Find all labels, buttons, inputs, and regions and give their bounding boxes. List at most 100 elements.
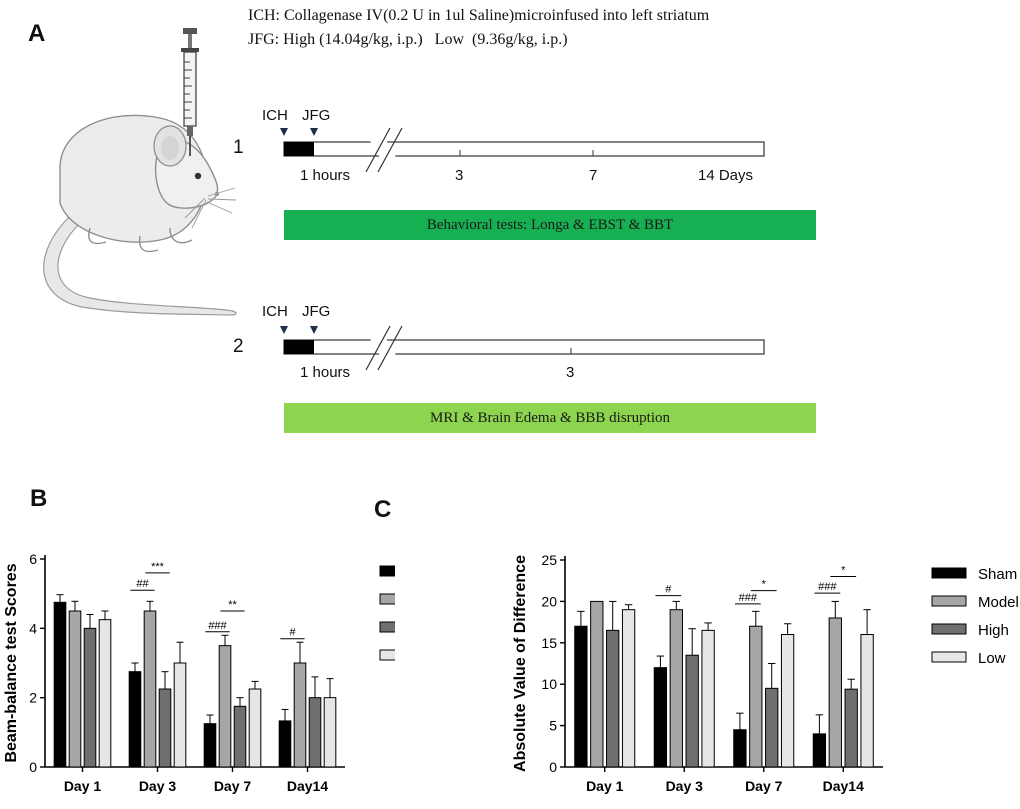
ich-marker-icon [280,326,288,334]
bar-model [218,645,232,768]
y-tick-label: 4 [29,620,37,636]
y-axis-title: Absolute Value of Difference [512,555,529,772]
mouse-whiskers [184,187,237,229]
y-tick-label: 5 [549,718,557,734]
bar-model [143,610,157,768]
significance-label: # [289,627,296,639]
legend-swatch-high [931,623,967,635]
significance-label: * [762,579,767,591]
chart-b-beam-balance: 0 2 4 6 Beam-balance test Scores Day 1 Day 3 Da… [3,551,395,794]
syringe [181,28,199,156]
y-axis-title: Beam-balance test Scores [3,563,20,762]
mouse-eye [194,172,202,180]
y-tick-label: 0 [549,759,557,775]
chart-c-absolute-difference: 0 5 10 15 20 25 Absolute Value of Difference Da… [512,552,1019,794]
legend-swatch-low [379,649,395,661]
bar-sham [733,729,747,768]
bar-low [621,609,636,768]
bar-low [780,634,795,768]
timeline1-number: 1 [233,137,244,158]
significance-label: ### [818,581,837,593]
bar-high [158,688,172,768]
jfg-dosage: JFG: High (14.04g/kg, i.p.) Low (9.36g/k… [248,31,568,48]
bar-low [323,697,337,768]
mouse-tail [43,217,237,316]
panel-a-letter: A [28,20,46,47]
significance-label: ** [228,599,237,611]
significance-label: * [841,565,846,577]
bar-sham [278,720,292,768]
bar-sham [653,667,668,768]
x-tick-label: Day 7 [745,778,783,794]
bar-low [248,688,262,768]
timeline1-axis [280,124,765,174]
bar-model [293,662,307,768]
timeline2-axis [280,322,765,372]
timeline1-jfg-label: JFG [302,107,331,124]
bar-low [701,629,715,768]
behavioral-tests-band: Behavioral tests: Longa & EBST & BBT [284,210,816,240]
bar-sham [574,625,588,768]
legend-swatch-sham [931,567,967,579]
mouse-feet [88,227,193,253]
bar-high [606,629,620,768]
significance-label: ### [208,620,227,632]
legend-swatch-low [931,651,967,663]
x-tick-label: Day14 [823,778,864,794]
bar-low [173,662,187,768]
panel-c-letter: C [374,496,392,523]
y-tick-label: 0 [29,759,37,775]
timeline1-tick-3: 3 [455,167,464,184]
significance-label: ### [739,592,758,604]
bar-model [68,610,82,768]
bar-low [98,619,112,768]
timeline2-number: 2 [233,336,244,357]
bar-sham [812,733,827,768]
x-tick-label: Day14 [287,778,328,794]
legend-swatch-sham [379,565,395,577]
legend-swatch-model [931,595,967,607]
bar-high [308,697,322,768]
bar-high [83,627,97,768]
legend-label-high: High [978,622,1009,639]
bar-model [828,617,842,768]
y-tick-label: 2 [29,690,37,706]
legend-label-low: Low [978,650,1006,667]
y-tick-label: 20 [541,593,557,609]
bar-high [844,688,858,768]
mouse-inner-ear [161,136,179,160]
timeline1-ich-label: ICH [262,107,288,124]
bar-low [860,634,874,768]
bar-model [669,609,683,768]
panel-b-letter: B [30,485,48,512]
timeline1-tick-14: 14 Days [698,167,754,184]
significance-label: *** [151,561,165,573]
y-tick-label: 6 [29,551,37,567]
timeline2-tick-3: 3 [566,364,575,381]
bar-high [685,654,699,768]
timeline2-ich-label: ICH [262,303,288,320]
legend-label-sham: Sham [978,566,1017,583]
significance-label: # [665,584,672,596]
legend-swatch-high [379,621,395,633]
bar-high [765,687,779,768]
mouse-syringe-illustration [43,28,237,316]
legend-swatch-model [379,593,395,605]
timeline2-jfg-label: JFG [302,303,331,320]
x-tick-label: Day 3 [666,778,704,794]
x-tick-label: Day 7 [214,778,252,794]
x-tick-label: Day 1 [64,778,102,794]
bar-model [590,600,604,768]
x-tick-label: Day 3 [139,778,177,794]
x-tick-label: Day 1 [586,778,624,794]
bar-sham [203,723,217,768]
bar-high [233,705,247,768]
y-tick-label: 25 [541,552,557,568]
timeline1-tick-7: 7 [589,167,598,184]
bar-sham [53,601,67,768]
ich-description: ICH: Collagenase IV(0.2 U in 1ul Saline)… [248,7,710,24]
timeline2-tick-1h: 1 hours [300,364,351,381]
y-tick-label: 10 [541,676,557,692]
jfg-marker-icon [310,326,318,334]
bar-model [749,625,763,768]
